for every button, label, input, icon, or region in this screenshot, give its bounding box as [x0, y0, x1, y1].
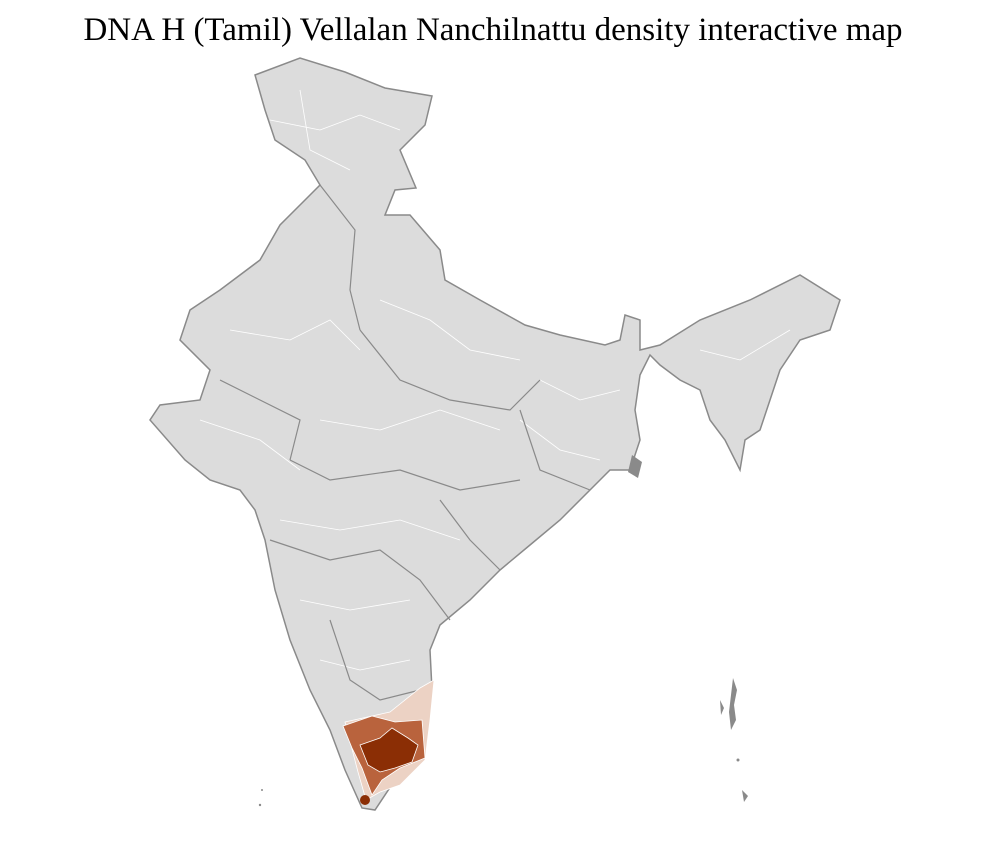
- islands: [258, 455, 748, 807]
- state-boundaries: [219, 184, 591, 701]
- india-outline[interactable]: [149, 57, 841, 811]
- density-high-region[interactable]: [359, 727, 419, 773]
- tamil-nadu-density[interactable]: [342, 679, 435, 805]
- kanyakumari-district[interactable]: [360, 795, 370, 805]
- map-title: DNA H (Tamil) Vellalan Nanchilnattu dens…: [83, 12, 903, 48]
- district-boundaries: [199, 89, 791, 671]
